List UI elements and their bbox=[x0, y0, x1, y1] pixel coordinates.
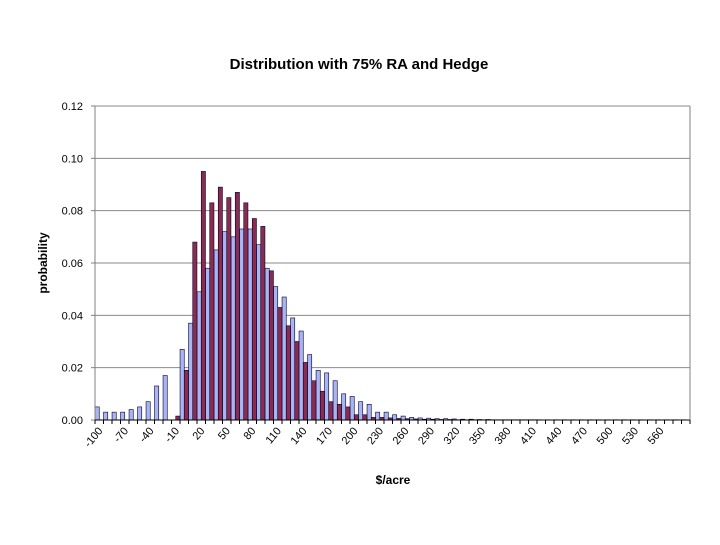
x-tick-label: 20 bbox=[190, 425, 207, 442]
series-b-bars bbox=[176, 171, 537, 420]
y-tick-label: 0.06 bbox=[62, 258, 83, 270]
y-axis-title: probability bbox=[36, 232, 50, 294]
chart-title: Distribution with 75% RA and Hedge bbox=[230, 56, 489, 73]
series-a-bars bbox=[95, 229, 686, 420]
bar-series-b bbox=[337, 404, 341, 420]
bar-series-a bbox=[308, 355, 312, 420]
bar-series-a bbox=[359, 402, 363, 420]
x-tick-label: 380 bbox=[493, 425, 514, 447]
bar-series-b bbox=[184, 370, 188, 420]
y-tick-label: 0.04 bbox=[62, 310, 83, 322]
bar-series-a bbox=[393, 415, 397, 420]
bar-series-a bbox=[121, 412, 125, 420]
bar-series-a bbox=[299, 331, 303, 420]
x-tick-label: 350 bbox=[467, 425, 488, 447]
x-tick-label: 530 bbox=[620, 425, 641, 447]
bar-series-a bbox=[231, 237, 235, 420]
bar-series-a bbox=[104, 412, 108, 420]
bar-series-b bbox=[303, 362, 307, 420]
bar-series-a bbox=[350, 396, 354, 420]
x-tick-label: 110 bbox=[264, 425, 284, 446]
x-tick-label: 410 bbox=[518, 425, 539, 447]
bar-series-a bbox=[163, 376, 167, 420]
bar-series-b bbox=[363, 415, 367, 420]
x-tick-label: 320 bbox=[442, 425, 463, 447]
x-axis-title: $/acre bbox=[376, 473, 411, 487]
bar-series-b bbox=[201, 171, 205, 420]
bar-series-b bbox=[210, 203, 214, 420]
bar-series-a bbox=[384, 412, 388, 420]
bar-series-a bbox=[189, 323, 193, 420]
bar-series-a bbox=[325, 373, 329, 420]
bar-series-a bbox=[180, 349, 184, 420]
bar-series-a bbox=[316, 370, 320, 420]
bar-series-b bbox=[252, 219, 256, 420]
bar-series-a bbox=[342, 394, 346, 420]
bar-series-a bbox=[333, 381, 337, 420]
x-tick-label: 140 bbox=[289, 425, 310, 447]
x-tick-label: 260 bbox=[391, 425, 412, 447]
x-tick-label: 170 bbox=[314, 425, 335, 447]
bar-series-b bbox=[320, 391, 324, 420]
bar-series-a bbox=[206, 268, 210, 420]
x-tick-label: -70 bbox=[112, 425, 131, 445]
bar-series-b bbox=[312, 381, 316, 420]
bar-series-a bbox=[401, 416, 405, 420]
bar-series-a bbox=[223, 232, 227, 420]
bar-series-a bbox=[257, 245, 261, 420]
bar-series-b bbox=[176, 416, 180, 420]
y-tick-label: 0.10 bbox=[62, 153, 83, 165]
x-tick-label: 50 bbox=[216, 425, 233, 442]
bar-series-a bbox=[376, 412, 380, 420]
bar-series-a bbox=[367, 404, 371, 420]
bar-series-b bbox=[329, 402, 333, 420]
y-tick-labels: 0.00 0.02 0.04 0.06 0.08 0.10 0.12 bbox=[62, 101, 83, 427]
bar-series-a bbox=[240, 229, 244, 420]
bar-series-a bbox=[138, 407, 142, 420]
x-tick-label: 80 bbox=[241, 425, 258, 442]
bar-series-a bbox=[214, 250, 218, 420]
bar-series-b bbox=[269, 271, 273, 420]
x-tick-label: 500 bbox=[595, 425, 616, 447]
bar-series-b bbox=[235, 192, 239, 420]
y-tick-label: 0.02 bbox=[62, 363, 83, 375]
x-tick-label: -100 bbox=[82, 425, 105, 450]
bar-series-a bbox=[291, 318, 295, 420]
x-tick-label: 290 bbox=[416, 425, 437, 447]
x-tick-label: 200 bbox=[340, 425, 361, 447]
y-tick-label: 0.12 bbox=[62, 101, 83, 113]
bar-series-a bbox=[197, 292, 201, 420]
bar-series-a bbox=[112, 412, 116, 420]
bar-series-b bbox=[244, 203, 248, 420]
bar-series-b bbox=[346, 407, 350, 420]
bar-series-b bbox=[218, 187, 222, 420]
x-tick-label: -40 bbox=[137, 425, 156, 445]
bar-series-b bbox=[261, 226, 265, 420]
x-tick-label: 230 bbox=[365, 425, 386, 447]
bar-series-b bbox=[227, 198, 231, 420]
bar-series-a bbox=[282, 297, 286, 420]
x-tick-label: 470 bbox=[569, 425, 590, 447]
bar-series-b bbox=[286, 326, 290, 420]
bar-series-b bbox=[354, 415, 358, 420]
bar-series-a bbox=[155, 386, 159, 420]
bar-series-a bbox=[129, 410, 133, 420]
bar-series-a bbox=[95, 407, 99, 420]
bar-series-a bbox=[146, 402, 150, 420]
y-tick-label: 0.08 bbox=[62, 206, 83, 218]
gridlines bbox=[95, 106, 690, 368]
bar-series-b bbox=[193, 242, 197, 420]
bar-series-b bbox=[295, 342, 299, 421]
x-tick-label: 440 bbox=[544, 425, 565, 447]
bar-series-b bbox=[278, 307, 282, 420]
bar-series-a bbox=[265, 268, 269, 420]
bar-series-a bbox=[274, 287, 278, 420]
bar-series-a bbox=[248, 229, 252, 420]
x-tick-label: 560 bbox=[646, 425, 667, 447]
x-tick-label: -10 bbox=[163, 425, 182, 445]
y-tick-label: 0.00 bbox=[62, 415, 83, 427]
